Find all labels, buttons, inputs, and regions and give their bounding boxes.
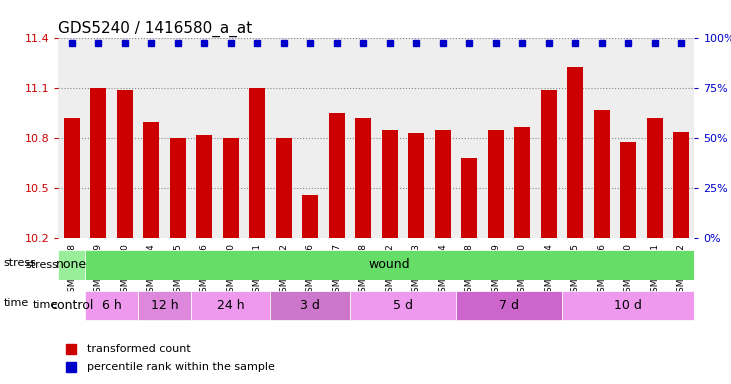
Bar: [382, 130, 398, 238]
Bar: [620, 142, 636, 238]
Text: 6 h: 6 h: [102, 299, 121, 312]
Text: time: time: [4, 298, 29, 308]
Bar: [567, 67, 583, 238]
FancyBboxPatch shape: [562, 291, 694, 320]
Text: percentile rank within the sample: percentile rank within the sample: [87, 362, 275, 372]
FancyBboxPatch shape: [85, 250, 694, 280]
FancyBboxPatch shape: [85, 291, 138, 320]
Text: none: none: [56, 258, 87, 271]
Bar: [170, 138, 186, 238]
Bar: [276, 138, 292, 238]
FancyBboxPatch shape: [138, 291, 191, 320]
Bar: [355, 118, 371, 238]
FancyBboxPatch shape: [350, 291, 456, 320]
Text: 10 d: 10 d: [614, 299, 642, 312]
Text: control: control: [50, 299, 94, 312]
FancyBboxPatch shape: [58, 291, 85, 320]
Bar: [408, 133, 424, 238]
FancyBboxPatch shape: [191, 291, 270, 320]
Text: time: time: [33, 300, 58, 310]
Bar: [64, 118, 80, 238]
FancyBboxPatch shape: [456, 291, 562, 320]
Bar: [488, 130, 504, 238]
Bar: [90, 88, 106, 238]
Bar: [302, 195, 318, 238]
Text: 5 d: 5 d: [393, 299, 413, 312]
Text: 12 h: 12 h: [151, 299, 178, 312]
Bar: [514, 127, 530, 238]
Bar: [594, 110, 610, 238]
Text: stress: stress: [4, 258, 37, 268]
Bar: [223, 138, 238, 238]
Text: 3 d: 3 d: [300, 299, 320, 312]
Bar: [435, 130, 450, 238]
Bar: [249, 88, 265, 238]
FancyBboxPatch shape: [58, 250, 85, 280]
Bar: [143, 122, 159, 238]
Text: GDS5240 / 1416580_a_at: GDS5240 / 1416580_a_at: [58, 21, 253, 37]
Bar: [196, 135, 212, 238]
FancyBboxPatch shape: [270, 291, 350, 320]
Bar: [673, 132, 689, 238]
Text: stress: stress: [26, 260, 58, 270]
Text: 7 d: 7 d: [499, 299, 519, 312]
Text: transformed count: transformed count: [87, 344, 191, 354]
Bar: [117, 90, 132, 238]
Bar: [647, 118, 662, 238]
Bar: [329, 113, 344, 238]
Bar: [541, 90, 557, 238]
Bar: [461, 158, 477, 238]
Text: wound: wound: [369, 258, 411, 271]
Text: 24 h: 24 h: [217, 299, 245, 312]
